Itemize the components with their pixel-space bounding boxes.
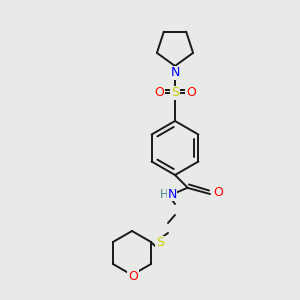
Text: N: N xyxy=(170,67,180,80)
Text: S: S xyxy=(171,86,179,100)
Text: O: O xyxy=(213,185,223,199)
Text: H: H xyxy=(160,188,168,200)
Text: N: N xyxy=(167,188,177,200)
Text: S: S xyxy=(156,236,164,250)
Text: O: O xyxy=(128,269,138,283)
Text: O: O xyxy=(154,86,164,100)
Text: O: O xyxy=(186,86,196,100)
